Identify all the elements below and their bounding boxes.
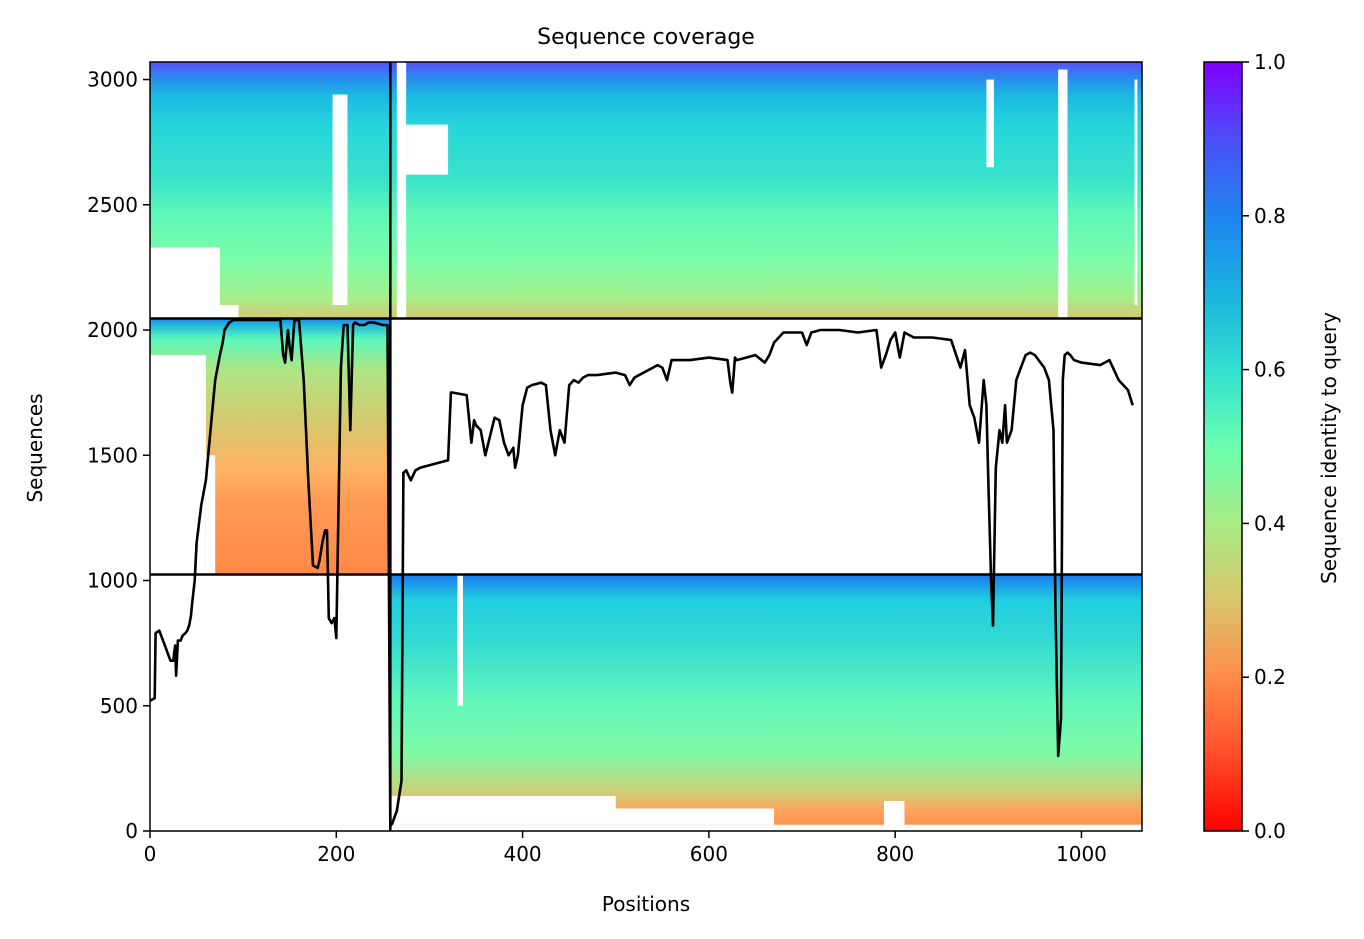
coverage-gap: [205, 455, 216, 575]
coverage-line: [150, 318, 1134, 828]
coverage-gap: [1134, 79, 1138, 305]
chart-title: Sequence coverage: [537, 25, 755, 50]
colorbar-tick-label: 0.6: [1254, 358, 1286, 382]
colorbar-ticks: 0.0 0.2 0.4 0.6 0.8 1.0: [1242, 50, 1286, 843]
colorbar-tick-label: 0.2: [1254, 665, 1286, 689]
colorbar-tick-label: 0.8: [1254, 204, 1286, 228]
block-top-full: [150, 62, 1142, 319]
y-tick-label: 0: [125, 819, 138, 843]
x-tick-label: 800: [876, 842, 914, 866]
x-tick-label: 600: [690, 842, 728, 866]
coverage-gap: [406, 124, 449, 175]
colorbar-tick-label: 1.0: [1254, 50, 1286, 74]
block-bottom-right: [390, 574, 1142, 831]
x-tick-label: 200: [317, 842, 355, 866]
coverage-gap: [390, 808, 775, 825]
coverage-gap: [390, 824, 1142, 831]
y-axis-label: Sequences: [23, 393, 47, 502]
heatmap-blocks: [150, 62, 1142, 831]
coverage-gap: [1058, 69, 1068, 318]
coverage-gap: [883, 800, 905, 831]
y-tick-label: 1500: [87, 443, 138, 467]
plot-area: [150, 62, 1142, 831]
x-axis-label: Positions: [602, 892, 690, 916]
y-axis: 0 500 1000 1500 2000 2500 3000: [87, 68, 150, 843]
y-tick-label: 1000: [87, 569, 138, 593]
coverage-gap: [332, 94, 348, 305]
plot-frame: [149, 61, 1143, 832]
y-tick-label: 500: [100, 694, 138, 718]
x-tick-label: 1000: [1056, 842, 1107, 866]
coverage-gap: [150, 247, 220, 319]
y-tick-label: 3000: [87, 68, 138, 92]
coverage-gap: [219, 304, 239, 319]
x-tick-label: 400: [503, 842, 541, 866]
colorbar-label: Sequence identity to query: [1317, 312, 1341, 584]
coverage-gap: [390, 795, 616, 809]
y-tick-label: 2000: [87, 318, 138, 342]
coverage-gap: [986, 79, 994, 168]
colorbar-tick-label: 0.4: [1254, 511, 1286, 535]
coverage-gap: [457, 574, 463, 706]
x-tick-label: 0: [144, 842, 157, 866]
coverage-gap: [396, 62, 407, 319]
x-axis: 0 200 400 600 800 1000: [144, 831, 1107, 866]
colorbar-tick-label: 0.0: [1254, 819, 1286, 843]
y-tick-label: 2500: [87, 193, 138, 217]
colorbar: [1203, 61, 1243, 832]
